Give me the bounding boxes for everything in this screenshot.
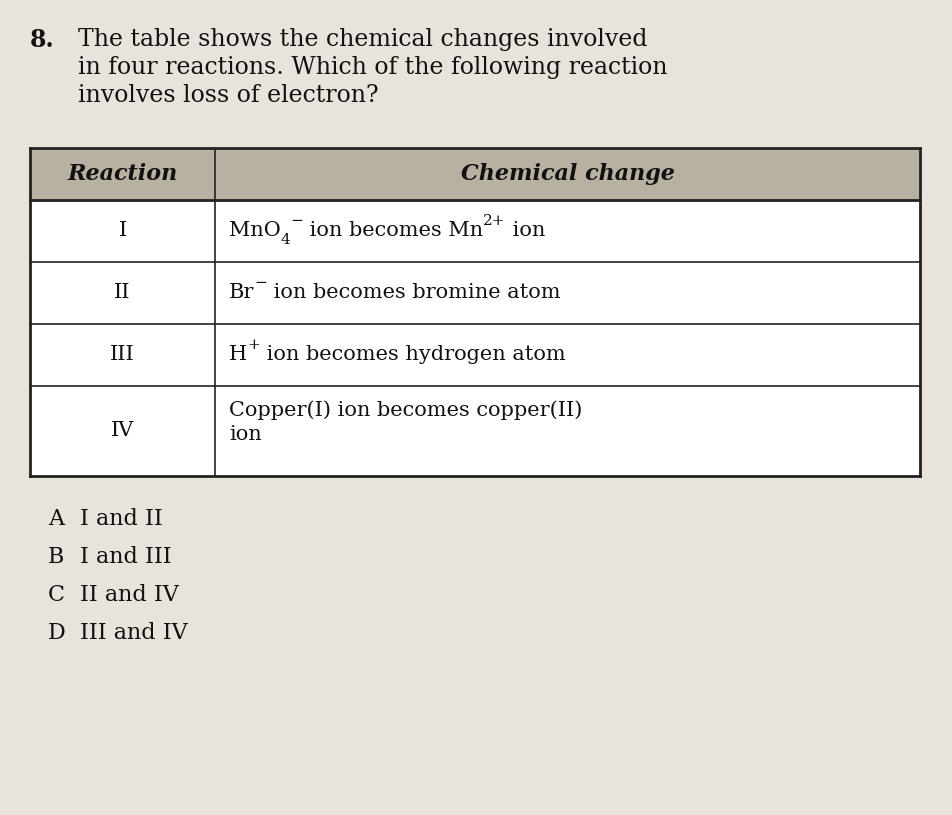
Bar bbox=[30, 148, 920, 200]
Text: Copper(I) ion becomes copper(II): Copper(I) ion becomes copper(II) bbox=[229, 400, 583, 420]
Text: ion becomes Mn: ion becomes Mn bbox=[304, 222, 484, 240]
Text: ion becomes hydrogen atom: ion becomes hydrogen atom bbox=[260, 346, 565, 364]
Text: B: B bbox=[48, 546, 65, 568]
Text: involves loss of electron?: involves loss of electron? bbox=[78, 84, 379, 107]
Text: C: C bbox=[48, 584, 65, 606]
Text: ion: ion bbox=[229, 425, 262, 444]
Text: III: III bbox=[110, 346, 135, 364]
Text: I: I bbox=[118, 222, 127, 240]
Text: 2+: 2+ bbox=[484, 214, 506, 228]
Text: −: − bbox=[290, 214, 304, 228]
Text: Reaction: Reaction bbox=[68, 163, 178, 185]
Text: I and III: I and III bbox=[80, 546, 171, 568]
Text: I and II: I and II bbox=[80, 508, 163, 530]
Text: II: II bbox=[114, 284, 130, 302]
Bar bbox=[30, 148, 920, 476]
Text: ion: ion bbox=[506, 222, 545, 240]
Text: ion becomes bromine atom: ion becomes bromine atom bbox=[268, 284, 561, 302]
Text: 8.: 8. bbox=[30, 28, 54, 52]
Text: Chemical change: Chemical change bbox=[461, 163, 674, 185]
Text: MnO: MnO bbox=[229, 222, 281, 240]
Text: in four reactions. Which of the following reaction: in four reactions. Which of the followin… bbox=[78, 56, 667, 79]
Text: A: A bbox=[48, 508, 64, 530]
Text: Br: Br bbox=[229, 284, 254, 302]
Text: The table shows the chemical changes involved: The table shows the chemical changes inv… bbox=[78, 28, 647, 51]
Text: +: + bbox=[248, 338, 260, 352]
Text: II and IV: II and IV bbox=[80, 584, 179, 606]
Text: D: D bbox=[48, 622, 66, 644]
Text: IV: IV bbox=[110, 421, 134, 440]
Text: −: − bbox=[254, 276, 268, 290]
Text: 4: 4 bbox=[281, 233, 290, 247]
Text: III and IV: III and IV bbox=[80, 622, 188, 644]
Text: H: H bbox=[229, 346, 248, 364]
